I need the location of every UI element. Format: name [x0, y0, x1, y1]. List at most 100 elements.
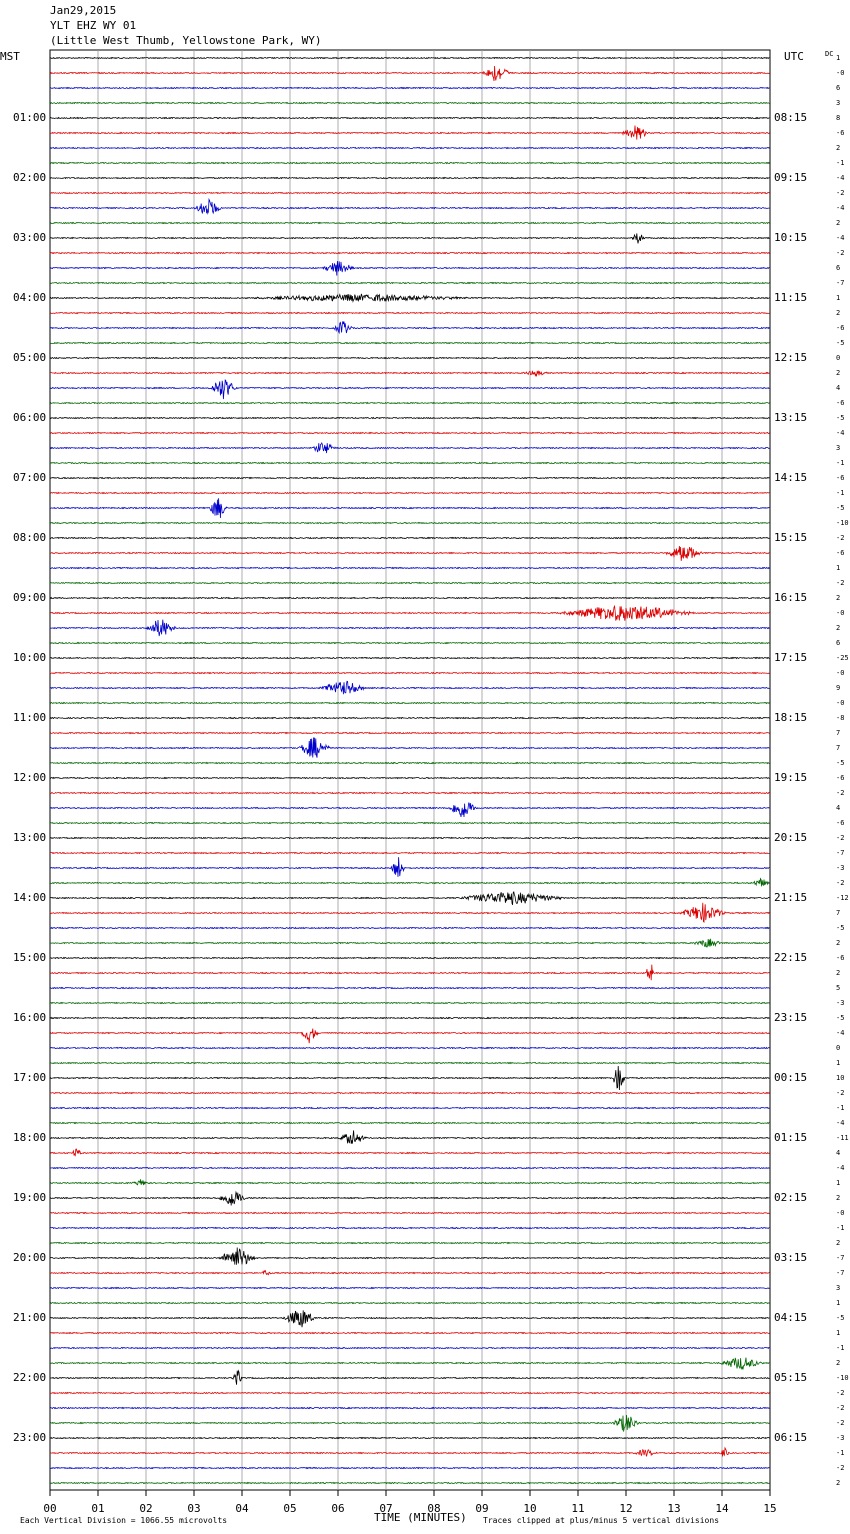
trace-67	[49, 1061, 770, 1065]
dc-offset: -1	[836, 1224, 845, 1232]
dc-offset: 6	[836, 264, 841, 272]
trace-16	[49, 293, 770, 303]
dc-offset: -2	[836, 189, 845, 197]
trace-94	[49, 1466, 770, 1470]
dc-offset: 2	[836, 144, 841, 152]
trace-36	[49, 596, 770, 600]
trace-53	[49, 851, 770, 855]
dc-offset: -1	[836, 1449, 845, 1457]
dc-offset: -3	[836, 864, 845, 872]
right-hour-label: 22:15	[774, 951, 808, 964]
dc-offset: -7	[836, 279, 845, 287]
trace-88	[49, 1369, 770, 1385]
dc-offset: -0	[836, 669, 845, 677]
trace-23	[49, 401, 770, 405]
dc-offset: -4	[836, 1164, 845, 1172]
dc-offset: -2	[836, 249, 845, 257]
x-tick-label: 14	[715, 1502, 729, 1515]
x-tick-label: 15	[763, 1502, 777, 1515]
dc-offset: -12	[836, 894, 849, 902]
trace-49	[49, 791, 770, 795]
right-hour-label: 14:15	[774, 471, 808, 484]
dc-offset: -4	[836, 1119, 845, 1127]
left-hour-label: 16:00	[13, 1011, 47, 1024]
dc-offset: 2	[836, 624, 841, 632]
trace-37	[50, 604, 770, 621]
x-tick-label: 11	[571, 1502, 585, 1515]
dc-offset: 5	[836, 984, 841, 992]
x-tick-label: 02	[139, 1502, 153, 1515]
dc-offset: -5	[836, 924, 845, 932]
right-hour-label: 16:15	[774, 591, 808, 604]
dc-offset: -5	[836, 504, 845, 512]
dc-offset: -3	[836, 999, 845, 1007]
left-hour-label: 07:00	[13, 471, 47, 484]
trace-66	[49, 1046, 770, 1050]
dc-offset: -5	[836, 414, 845, 422]
trace-9	[49, 191, 770, 195]
left-hour-label: 21:00	[13, 1311, 47, 1324]
trace-17	[49, 311, 770, 315]
trace-18	[49, 321, 770, 335]
dc-offset: -1	[836, 489, 845, 497]
trace-28	[49, 476, 770, 480]
right-hour-label: 08:15	[774, 111, 808, 124]
trace-22	[49, 379, 770, 400]
trace-95	[49, 1481, 770, 1485]
dc-offset: 10	[836, 1074, 845, 1082]
dc-offset: -6	[836, 474, 845, 482]
dc-offset: 0	[836, 1044, 841, 1052]
right-hour-label: 03:15	[774, 1251, 808, 1264]
dc-offset: 2	[836, 1479, 841, 1487]
x-tick-label: 00	[43, 1502, 57, 1515]
dc-offset: 1	[836, 54, 841, 62]
dc-offset: -0	[836, 609, 845, 617]
x-tick-label: 07	[379, 1502, 393, 1515]
header-station: YLT EHZ WY 01	[50, 19, 137, 32]
trace-70	[50, 1106, 770, 1110]
trace-92	[49, 1436, 770, 1440]
left-hour-label: 09:00	[13, 591, 47, 604]
dc-offset: -5	[836, 759, 845, 767]
trace-24	[49, 416, 770, 420]
dc-offset: -0	[836, 699, 845, 707]
dc-offset: 2	[836, 1239, 841, 1247]
header-date: Jan29,2015	[50, 4, 117, 17]
trace-39	[49, 641, 770, 645]
dc-offset: -6	[836, 399, 845, 407]
dc-offset: -5	[836, 1014, 845, 1022]
right-hour-label: 10:15	[774, 231, 808, 244]
dc-offset: -2	[836, 1389, 845, 1397]
trace-14	[49, 261, 770, 276]
left-hour-label: 20:00	[13, 1251, 47, 1264]
dc-offset: 6	[836, 639, 841, 647]
dc-offset: -2	[836, 579, 845, 587]
trace-52	[49, 836, 770, 840]
trace-4	[49, 116, 770, 120]
dc-offset: -2	[836, 834, 845, 842]
dc-offset: 1	[836, 1059, 841, 1067]
trace-85	[50, 1331, 770, 1335]
dc-offset: -6	[836, 549, 845, 557]
trace-83	[49, 1301, 770, 1305]
trace-20	[49, 356, 770, 360]
trace-74	[49, 1166, 770, 1170]
header-location: (Little West Thumb, Yellowstone Park, WY…	[50, 34, 322, 47]
trace-43	[49, 701, 770, 705]
dc-offset: -2	[836, 1419, 845, 1427]
dc-offset: -10	[836, 1374, 849, 1382]
trace-69	[49, 1091, 770, 1095]
dc-offset: 6	[836, 84, 841, 92]
dc-offset: -2	[836, 879, 845, 887]
dc-offset: -1	[836, 1344, 845, 1352]
x-tick-label: 09	[475, 1502, 489, 1515]
right-hour-label: 15:15	[774, 531, 808, 544]
trace-57	[49, 902, 770, 924]
trace-54	[49, 857, 770, 877]
x-tick-label: 01	[91, 1502, 105, 1515]
dc-offset: 2	[836, 1359, 841, 1367]
dc-offset: 2	[836, 309, 841, 317]
dc-offset: 7	[836, 729, 841, 737]
trace-51	[50, 821, 770, 825]
trace-63	[49, 1001, 770, 1005]
